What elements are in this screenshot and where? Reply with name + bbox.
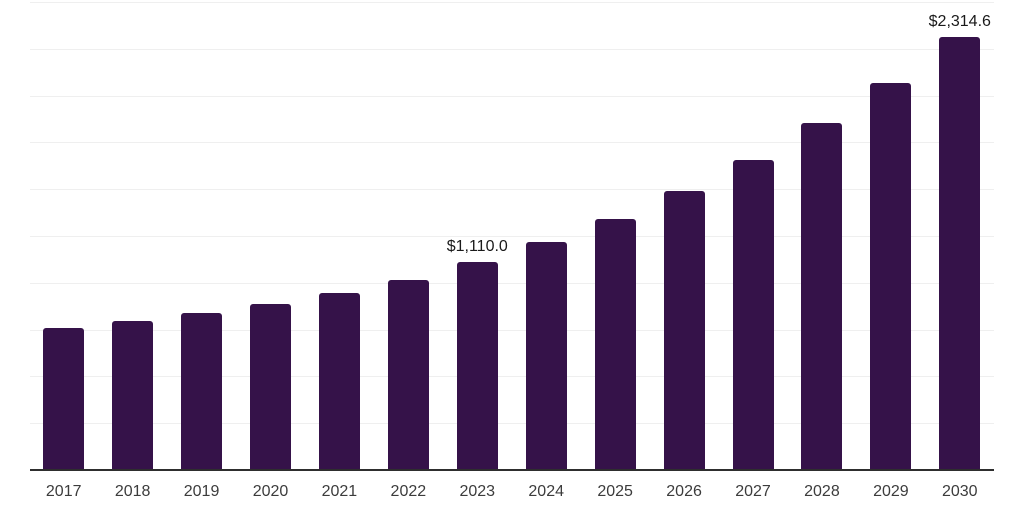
x-tick-2025: 2025: [597, 483, 633, 500]
gridline: [30, 142, 994, 144]
bar-2017[interactable]: [43, 327, 85, 470]
x-tick-2024: 2024: [528, 483, 564, 500]
x-tick-2028: 2028: [804, 483, 840, 500]
x-tick-2021: 2021: [321, 483, 358, 500]
plot-area: $1,110.0 $2,314.6: [30, 2, 994, 470]
gridline: [30, 236, 994, 237]
x-tick-2019: 2019: [183, 483, 220, 500]
bar-2024[interactable]: [525, 242, 567, 470]
x-tick-2023: 2023: [459, 483, 496, 500]
bar-2018[interactable]: [112, 320, 154, 470]
x-tick-2029: 2029: [873, 483, 909, 500]
bar-2027[interactable]: [732, 159, 774, 470]
x-axis-line: [30, 469, 994, 471]
value-label-2023: $1,110.0: [446, 238, 508, 256]
gridline: [30, 329, 994, 331]
gridline: [30, 48, 994, 50]
x-tick-2018: 2018: [114, 483, 151, 500]
bar-2030[interactable]: [939, 36, 981, 470]
x-tick-2022: 2022: [390, 483, 427, 500]
bar-2022[interactable]: [387, 279, 429, 470]
x-tick-2017: 2017: [45, 483, 82, 500]
bar-2029[interactable]: [870, 82, 912, 470]
x-tick-2020: 2020: [252, 483, 289, 500]
bar-2025[interactable]: [594, 218, 636, 470]
gridline: [30, 95, 994, 97]
gridline: [30, 282, 994, 284]
x-tick-2027: 2027: [735, 483, 771, 500]
bar-2023[interactable]: [456, 262, 498, 470]
bar-2020[interactable]: [249, 303, 291, 470]
x-tick-2026: 2026: [666, 483, 702, 500]
gridline: [30, 376, 994, 378]
gridline: [30, 423, 994, 425]
bar-2026[interactable]: [663, 190, 705, 470]
bar-2019[interactable]: [181, 312, 223, 470]
bar-2028[interactable]: [801, 123, 843, 470]
x-axis-labels: 2017 2018 2019 2020 2021 2022 2023 2024 2025 2026…: [0, 483, 1024, 505]
gridline: [30, 189, 994, 191]
value-label-2030: $2,314.6: [928, 12, 991, 30]
bar-2021[interactable]: [318, 293, 360, 470]
x-tick-2030: 2030: [941, 483, 978, 500]
gridline: [30, 2, 994, 3]
